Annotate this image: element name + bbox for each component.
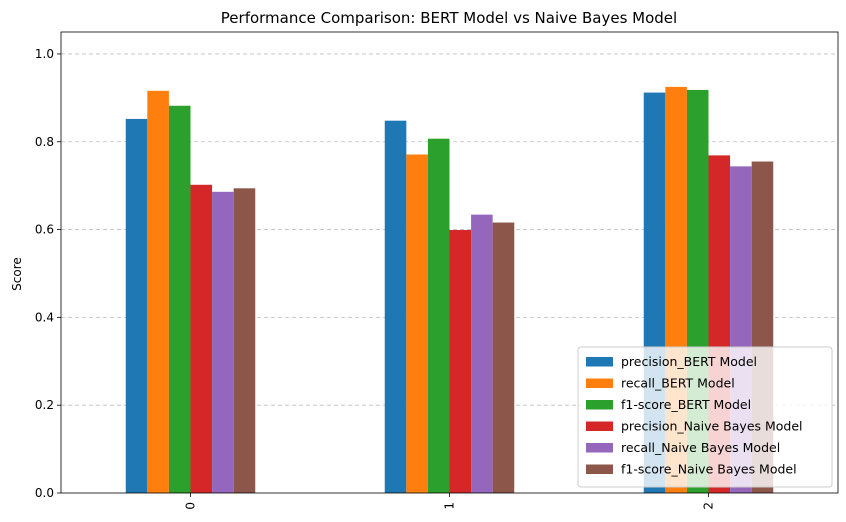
x-tick-label: 0	[184, 502, 198, 510]
legend-label: precision_Naive Bayes Model	[621, 419, 803, 434]
legend-swatch	[586, 421, 613, 431]
bar	[168, 105, 191, 493]
plot-frame	[60, 31, 839, 494]
bar	[233, 188, 256, 493]
x-tick-label: 1	[443, 502, 457, 510]
y-tick-label: 0.8	[35, 135, 54, 149]
x-tick-label: 2	[702, 502, 716, 510]
bars	[125, 86, 774, 494]
bar	[125, 118, 148, 493]
y-axis-label: Score	[10, 257, 24, 291]
bar	[471, 214, 493, 494]
legend: precision_BERT Model recall_BERT Model f1-…	[577, 346, 833, 488]
chart-title: Performance Comparison: BERT Model vs Na…	[221, 9, 677, 27]
legend-label: recall_BERT Model	[621, 376, 735, 391]
axes: 0.0 0.2 0.4 0.6 0.8 1.0 0 1 2	[35, 31, 839, 510]
y-tick-label: 0.0	[35, 486, 54, 500]
y-tick-label: 0.4	[35, 310, 54, 324]
legend-swatch	[586, 400, 613, 410]
legend-swatch	[586, 357, 613, 367]
bar	[406, 154, 428, 493]
legend-box	[577, 346, 833, 488]
legend-swatch	[586, 378, 613, 388]
bar	[427, 138, 450, 493]
bar	[449, 230, 472, 493]
bar	[384, 120, 407, 493]
legend-label: precision_BERT Model	[621, 354, 757, 369]
legend-label: f1-score_BERT Model	[621, 397, 751, 412]
bar	[190, 184, 213, 493]
bar	[147, 90, 169, 493]
legend-swatch	[586, 464, 613, 474]
y-tick-label: 1.0	[35, 47, 54, 61]
legend-label: f1-score_Naive Bayes Model	[621, 462, 797, 477]
legend-swatch	[586, 443, 613, 453]
y-tick-label: 0.6	[35, 223, 54, 237]
bar	[212, 191, 234, 493]
y-tick-label: 0.2	[35, 398, 54, 412]
bar	[492, 222, 515, 493]
legend-label: recall_Naive Bayes Model	[621, 440, 780, 455]
